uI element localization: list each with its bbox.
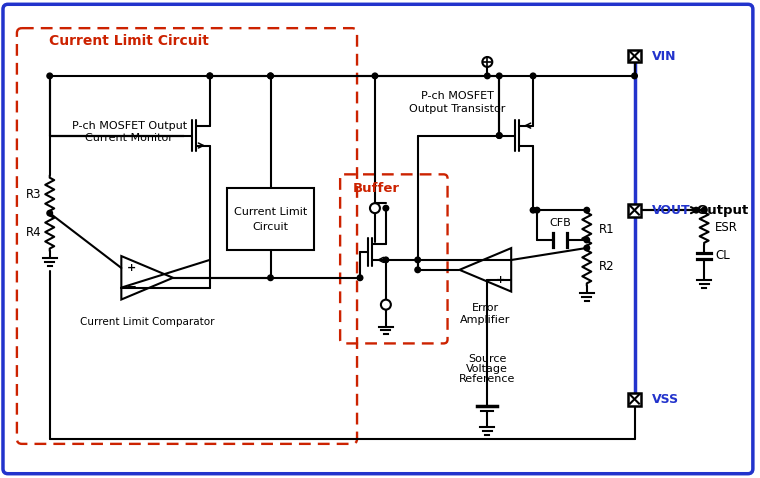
Circle shape: [483, 57, 492, 67]
Circle shape: [415, 267, 420, 272]
Circle shape: [47, 210, 52, 216]
Text: R3: R3: [26, 188, 42, 201]
Circle shape: [268, 275, 274, 281]
Text: P-ch MOSFET Output: P-ch MOSFET Output: [71, 120, 187, 130]
Text: R2: R2: [599, 261, 614, 273]
Circle shape: [383, 206, 388, 211]
Circle shape: [530, 207, 536, 213]
Circle shape: [415, 257, 420, 263]
Circle shape: [357, 275, 363, 281]
Text: Source: Source: [468, 354, 506, 364]
Circle shape: [207, 73, 213, 79]
Circle shape: [584, 245, 590, 251]
Circle shape: [632, 73, 638, 79]
Circle shape: [207, 73, 213, 79]
Bar: [628, 204, 641, 217]
Circle shape: [496, 73, 502, 79]
Text: +: +: [127, 263, 136, 273]
Text: VOUT: VOUT: [652, 204, 691, 217]
Circle shape: [496, 133, 502, 138]
Circle shape: [268, 73, 274, 79]
Circle shape: [584, 237, 590, 243]
Text: Current Limit Comparator: Current Limit Comparator: [80, 316, 214, 326]
Circle shape: [383, 257, 388, 263]
Polygon shape: [460, 248, 511, 292]
Circle shape: [268, 73, 274, 79]
Text: Output Transistor: Output Transistor: [410, 104, 505, 114]
Text: CFB: CFB: [549, 218, 571, 228]
Circle shape: [372, 73, 378, 79]
Circle shape: [534, 207, 540, 213]
Text: VIN: VIN: [652, 50, 677, 63]
Text: Current Monitor: Current Monitor: [85, 132, 173, 142]
Text: −: −: [496, 253, 506, 267]
Text: Current Limit Circuit: Current Limit Circuit: [49, 34, 209, 48]
Circle shape: [584, 207, 590, 213]
Circle shape: [381, 300, 391, 310]
Text: Error: Error: [472, 303, 499, 313]
Circle shape: [693, 207, 699, 213]
Bar: [628, 50, 641, 63]
Text: Circuit: Circuit: [252, 221, 289, 231]
Bar: [226, 188, 315, 250]
Text: Buffer: Buffer: [353, 182, 400, 195]
Text: R1: R1: [599, 223, 614, 236]
Text: ESR: ESR: [715, 221, 738, 234]
Text: R4: R4: [26, 226, 42, 239]
Circle shape: [485, 73, 490, 79]
Text: Reference: Reference: [459, 374, 515, 384]
Polygon shape: [122, 256, 173, 300]
Text: +: +: [496, 275, 505, 285]
Text: −: −: [126, 281, 138, 294]
Text: Amplifier: Amplifier: [460, 315, 511, 325]
Text: Voltage: Voltage: [467, 364, 508, 374]
Bar: [628, 392, 641, 406]
Text: CL: CL: [715, 250, 730, 262]
Text: VSS: VSS: [652, 392, 679, 406]
Circle shape: [701, 207, 707, 213]
Text: Current Limit: Current Limit: [234, 206, 307, 217]
FancyBboxPatch shape: [3, 4, 753, 474]
Text: P-ch MOSFET: P-ch MOSFET: [421, 91, 494, 101]
Circle shape: [496, 133, 502, 138]
Circle shape: [370, 203, 380, 213]
Circle shape: [47, 73, 52, 79]
Circle shape: [530, 73, 536, 79]
Text: Output: Output: [696, 204, 749, 217]
